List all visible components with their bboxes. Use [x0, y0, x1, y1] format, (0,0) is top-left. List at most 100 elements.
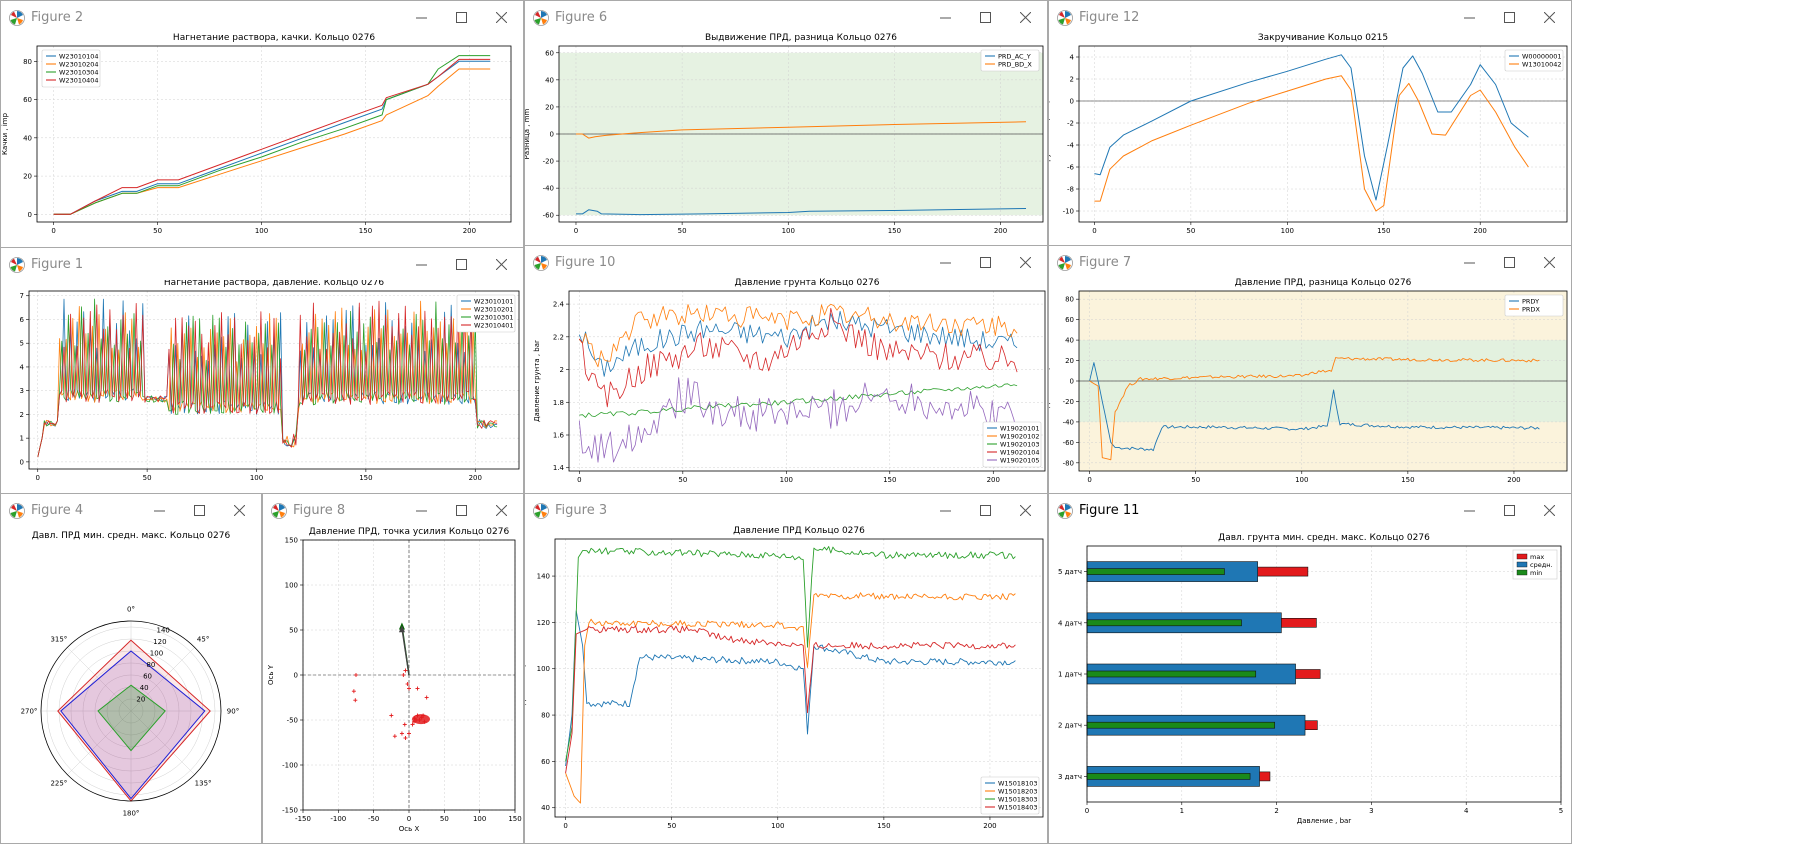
angle-label: 45°	[197, 635, 209, 643]
chart-title: Давление ПРД, разница Кольцо 0276	[1235, 278, 1412, 288]
legend-box	[980, 49, 1040, 72]
maximize-button[interactable]	[1499, 9, 1519, 25]
y-tick-label: 4	[20, 363, 25, 371]
close-button[interactable]	[1015, 9, 1035, 25]
chart-canvas: 0 50 100 150 200 -60 -40 -20 0 20 40 60 Выдвижение П…	[525, 33, 1044, 235]
maximize-button[interactable]	[451, 256, 471, 272]
chart-title: Закручивание Кольцо 0215	[1258, 33, 1388, 43]
series-line-W13010042	[1094, 75, 1529, 212]
maximize-icon	[979, 11, 991, 23]
window-titlebar[interactable]: Figure 7	[1049, 246, 1571, 278]
close-button[interactable]	[491, 502, 511, 518]
minimize-button[interactable]	[1459, 9, 1479, 25]
maximize-button[interactable]	[975, 254, 995, 270]
scatter-point	[402, 722, 407, 727]
figure-window-6[interactable]: Figure 6 0 50 100 150 200 -60 -40 -20 0 20 40 60 Выдв…	[524, 0, 1048, 248]
x-tick-label: -50	[368, 815, 379, 823]
close-icon	[495, 258, 507, 270]
close-button[interactable]	[1539, 254, 1559, 270]
minimize-button[interactable]	[935, 9, 955, 25]
minimize-icon	[1463, 505, 1475, 516]
legend-label: W19020102	[1000, 432, 1040, 440]
maximize-button[interactable]	[451, 9, 471, 25]
scatter-point	[401, 673, 406, 677]
maximize-button[interactable]	[975, 502, 995, 518]
angle-label: 270°	[21, 708, 38, 716]
x-tick-label: 100	[250, 474, 263, 482]
close-button[interactable]	[1539, 502, 1559, 518]
close-button[interactable]	[1015, 254, 1035, 270]
legend-swatch	[1516, 553, 1528, 560]
figure-window-2[interactable]: Figure 2 0 50 100 150 200 0 20 40 60 80 Нагнетание …	[0, 0, 524, 248]
window-titlebar[interactable]: Figure 11	[1049, 494, 1571, 526]
legend-box	[980, 776, 1040, 815]
minimize-button[interactable]	[149, 502, 169, 518]
y-tick-label: 4	[1070, 54, 1075, 62]
y-tick-label: -100	[282, 762, 298, 770]
matplotlib-logo-icon	[8, 502, 26, 520]
figure-window-12[interactable]: Figure 12 0 50 100 150 200 -10 -8 -6 -4 -2 0 2 4 Закру…	[1048, 0, 1572, 248]
minimize-button[interactable]	[1459, 502, 1479, 518]
close-button[interactable]	[229, 502, 249, 518]
maximize-button[interactable]	[451, 502, 471, 518]
window-titlebar[interactable]: Figure 4	[1, 494, 261, 526]
close-button[interactable]	[1015, 502, 1035, 518]
maximize-button[interactable]	[1499, 502, 1519, 518]
y-tick-label: -40	[1063, 418, 1074, 426]
close-button[interactable]	[491, 9, 511, 25]
maximize-button[interactable]	[1499, 254, 1519, 270]
window-titlebar[interactable]: Figure 3	[525, 494, 1047, 526]
window-title: Figure 7	[1079, 255, 1132, 270]
r-tick-label: 80	[146, 661, 155, 669]
maximize-icon	[1503, 504, 1515, 516]
window-titlebar[interactable]: Figure 1	[1, 248, 523, 280]
minimize-button[interactable]	[411, 9, 431, 25]
series-line-W19020101	[578, 310, 1018, 377]
window-title: Figure 10	[555, 255, 616, 270]
legend-label: PRDX	[1522, 305, 1540, 313]
series-line-PRD_BD_X	[576, 121, 1027, 139]
x-tick-label: 200	[987, 476, 1000, 484]
legend-box	[456, 294, 516, 333]
close-button[interactable]	[1539, 9, 1559, 25]
scatter-point	[424, 695, 429, 700]
matplotlib-logo-icon	[1056, 9, 1074, 27]
angle-label: 315°	[50, 635, 67, 643]
polar-spoke	[67, 710, 132, 775]
minimize-button[interactable]	[935, 254, 955, 270]
figure-window-11[interactable]: Figure 11 Давл. грунта мин. средн. макс. …	[1048, 493, 1572, 844]
window-titlebar[interactable]: Figure 8	[263, 494, 523, 526]
legend-label: W23010104	[59, 52, 99, 60]
maximize-button[interactable]	[975, 9, 995, 25]
y-tick-label: -8	[1067, 186, 1074, 194]
scatter-point	[405, 682, 410, 686]
figure-window-8[interactable]: Figure 8 -150 -100 -50 0 50 100 150 -150 -100 -50 0…	[262, 493, 524, 844]
minimize-button[interactable]	[411, 502, 431, 518]
series-line-W19020104	[578, 307, 1018, 408]
y-tick-label: 2.2	[553, 333, 564, 341]
y-tick-label: 3 датч	[1058, 773, 1082, 781]
matplotlib-logo-icon	[1056, 254, 1074, 272]
minimize-button[interactable]	[1459, 254, 1479, 270]
figure-window-4[interactable]: Figure 4 Давл. ПРД мин. средн. макс. Коль…	[0, 493, 262, 844]
x-tick-label: 50	[143, 474, 152, 482]
window-titlebar[interactable]: Figure 12	[1049, 1, 1571, 33]
close-icon	[1019, 256, 1031, 268]
window-titlebar[interactable]: Figure 10	[525, 246, 1047, 278]
figure-window-7[interactable]: Figure 7 0 50 100 150 200 -80 -60 -40 -20 0 20 40 60 8…	[1048, 245, 1572, 494]
y-tick-label: 4 датч	[1058, 619, 1082, 627]
window-titlebar[interactable]: Figure 2	[1, 1, 523, 33]
minimize-button[interactable]	[935, 502, 955, 518]
maximize-button[interactable]	[189, 502, 209, 518]
x-tick-label: 0	[1092, 227, 1096, 235]
window-titlebar[interactable]: Figure 6	[525, 1, 1047, 33]
close-button[interactable]	[491, 256, 511, 272]
legend-label: W23010401	[474, 321, 514, 329]
legend-label: W15018103	[998, 779, 1038, 787]
figure-window-3[interactable]: Figure 3 0 50 100 150 200 40 60 80 100 120 140 Давле…	[524, 493, 1048, 844]
figure-window-1[interactable]: Figure 1 0 50 100 150 200 0 1 2 3 4 5 6 7 Нагнетание р…	[0, 247, 524, 494]
minimize-button[interactable]	[411, 256, 431, 272]
minimize-icon	[415, 505, 427, 516]
figure-window-10[interactable]: Figure 10 0 50 100 150 200 1.4 1.6 1.8 2 2.2 2.4 Дав…	[524, 245, 1048, 494]
